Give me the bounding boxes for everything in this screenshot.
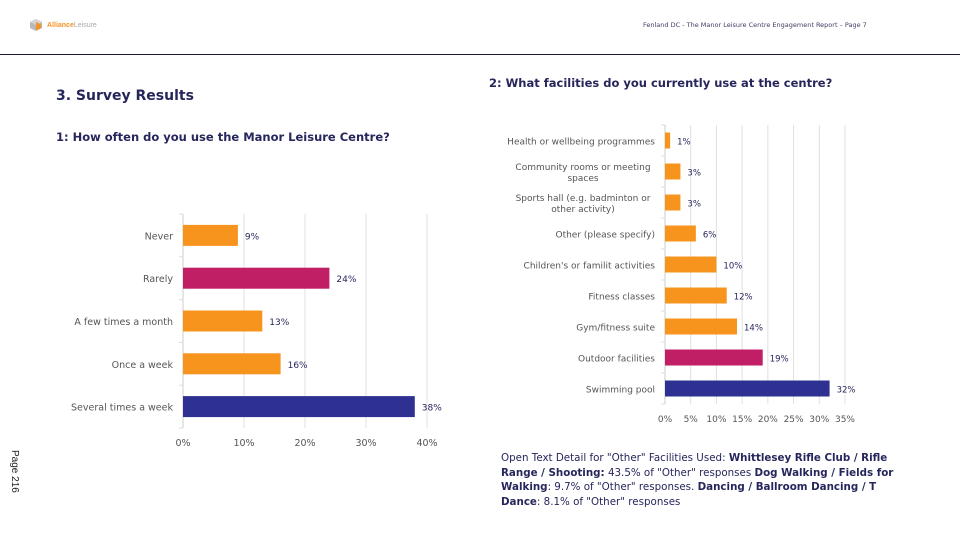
category-label: Other (please specify) bbox=[555, 231, 655, 241]
category-label: Children's or familit activities bbox=[524, 262, 656, 272]
bar bbox=[665, 256, 717, 273]
category-label: spaces bbox=[567, 174, 598, 184]
bar-value-label: 32% bbox=[837, 386, 856, 396]
open-text-item-detail: : 8.1% of "Other" responses bbox=[536, 495, 681, 508]
open-text-item-detail: : 9.7% of "Other" responses. bbox=[547, 481, 698, 493]
open-text-item-label: Dog Walking / Fields for Walking bbox=[501, 466, 894, 494]
bar-value-label: 14% bbox=[744, 324, 763, 334]
category-label: Health or wellbeing programmes bbox=[507, 138, 655, 148]
bar bbox=[665, 132, 671, 149]
x-tick-label: 30% bbox=[809, 415, 829, 425]
bar-value-label: 12% bbox=[734, 293, 753, 303]
bar-value-label: 19% bbox=[770, 355, 789, 365]
x-tick-label: 30% bbox=[355, 438, 376, 449]
category-label: Gym/fitness suite bbox=[576, 324, 655, 334]
category-label: Swimming pool bbox=[586, 386, 655, 396]
x-tick-label: 10% bbox=[706, 415, 726, 425]
cube-logo-icon bbox=[30, 19, 42, 31]
bar-value-label: 10% bbox=[723, 262, 742, 272]
x-tick-label: 0% bbox=[658, 415, 673, 425]
category-label: Sports hall (e.g. badminton or bbox=[516, 194, 651, 204]
bar bbox=[183, 224, 238, 246]
bar bbox=[665, 163, 681, 180]
bar bbox=[183, 310, 263, 332]
bar-value-label: 3% bbox=[687, 169, 701, 179]
question-2-title: 2: What facilities do you currently use … bbox=[489, 76, 833, 90]
category-label: Community rooms or meeting bbox=[515, 163, 650, 173]
open-text-item-label: Dancing / Ballroom Dancing / T Dance bbox=[501, 481, 877, 508]
header-divider bbox=[0, 54, 960, 55]
bar-value-label: 3% bbox=[687, 200, 701, 210]
bar-value-label: 1% bbox=[677, 138, 691, 148]
category-label: other activity) bbox=[551, 205, 615, 215]
alliance-leisure-logo: AllianceLeisure bbox=[29, 18, 97, 32]
report-header-title: Fenland DC - The Manor Leisure Centre En… bbox=[643, 21, 867, 29]
section-title: 3. Survey Results bbox=[56, 88, 194, 104]
open-text-item-detail: 43.5% of "Other" responses bbox=[604, 466, 755, 479]
bar bbox=[665, 349, 763, 366]
bar bbox=[665, 225, 696, 242]
category-label: Never bbox=[145, 231, 173, 242]
x-tick-label: 5% bbox=[684, 415, 699, 425]
bar bbox=[665, 318, 737, 335]
open-text-intro: Open Text Detail for "Other" Facilities … bbox=[501, 452, 729, 464]
other-facilities-open-text: Open Text Detail for "Other" Facilities … bbox=[501, 451, 911, 509]
bar-value-label: 9% bbox=[245, 232, 260, 242]
category-label: A few times a month bbox=[74, 317, 173, 328]
x-tick-label: 35% bbox=[835, 415, 855, 425]
bar-value-label: 13% bbox=[269, 318, 289, 328]
category-label: Fitness classes bbox=[588, 293, 655, 303]
category-label: Rarely bbox=[143, 274, 173, 285]
bar-value-label: 38% bbox=[422, 404, 442, 414]
x-tick-label: 20% bbox=[758, 415, 778, 425]
x-tick-label: 10% bbox=[233, 438, 254, 449]
x-tick-label: 20% bbox=[294, 438, 315, 449]
bar bbox=[665, 380, 830, 397]
bar bbox=[183, 353, 281, 375]
logo-text: AllianceLeisure bbox=[47, 21, 97, 29]
bar-value-label: 24% bbox=[336, 275, 356, 285]
question-1-title: 1: How often do you use the Manor Leisur… bbox=[56, 130, 390, 144]
bar bbox=[183, 396, 415, 418]
category-label: Several times a week bbox=[71, 403, 173, 414]
category-label: Once a week bbox=[112, 360, 174, 371]
bar bbox=[183, 267, 330, 289]
category-label: Outdoor facilities bbox=[578, 355, 655, 365]
open-text-item-label: Whittlesey Rifle Club / Rifle Range / Sh… bbox=[501, 452, 888, 479]
bar-value-label: 6% bbox=[703, 231, 717, 241]
bar bbox=[665, 287, 727, 304]
x-tick-label: 0% bbox=[175, 438, 190, 449]
x-tick-label: 25% bbox=[784, 415, 804, 425]
bar-value-label: 16% bbox=[288, 361, 308, 371]
x-tick-label: 15% bbox=[732, 415, 752, 425]
bar bbox=[665, 194, 681, 211]
x-tick-label: 40% bbox=[416, 438, 437, 449]
